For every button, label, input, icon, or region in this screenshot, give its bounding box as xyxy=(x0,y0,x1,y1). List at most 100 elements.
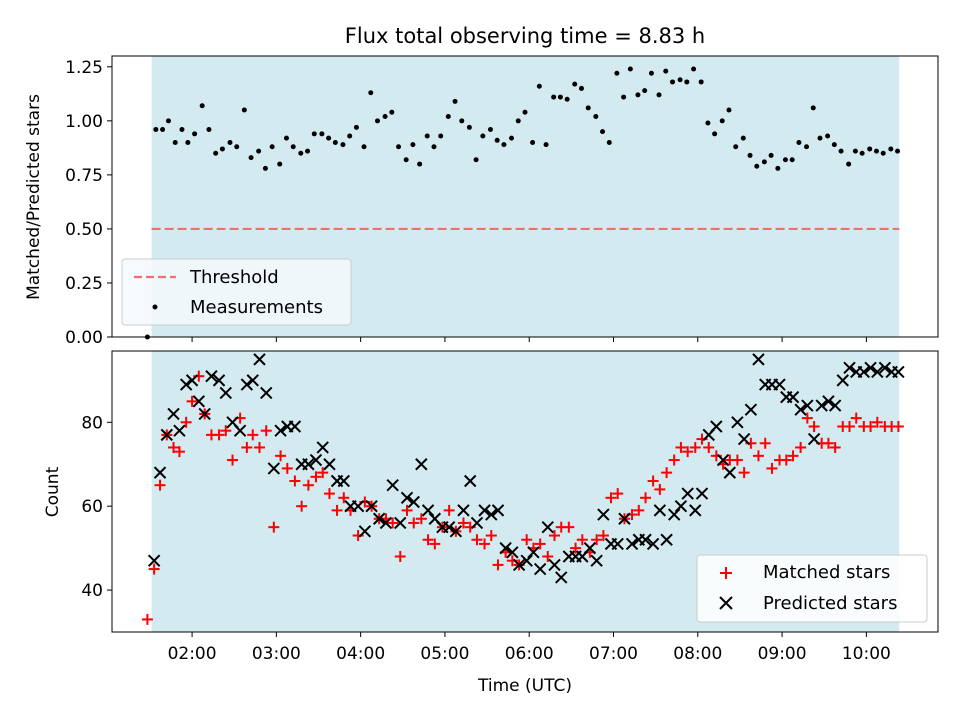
measurement-point xyxy=(775,165,781,171)
matched-point xyxy=(260,425,272,437)
predicted-point xyxy=(485,508,498,521)
measurement-point xyxy=(817,135,823,141)
predicted-point xyxy=(681,487,694,500)
measurement-point xyxy=(747,152,753,158)
matched-point xyxy=(289,475,301,487)
predicted-point xyxy=(499,541,512,555)
top-ylabel: Matched/Predicted stars xyxy=(24,94,44,300)
xtick-label: 04:00 xyxy=(336,644,385,664)
measurement-point xyxy=(248,155,254,161)
bottom-ylabel: Count xyxy=(43,466,63,517)
measurement-point xyxy=(219,146,225,152)
predicted-point xyxy=(822,395,835,408)
measurement-point xyxy=(227,139,233,145)
measurement-point xyxy=(796,139,802,145)
xtick-label: 03:00 xyxy=(252,644,301,664)
matched-point xyxy=(310,471,322,483)
measurement-point xyxy=(782,157,788,163)
xtick-label: 06:00 xyxy=(505,644,554,664)
bottom-legend-box xyxy=(696,554,928,623)
legend-threshold-label: Threshold xyxy=(189,267,279,288)
measurement-point xyxy=(311,131,317,137)
ytick-label: 80 xyxy=(81,413,103,433)
matched-point xyxy=(154,479,166,491)
measurement-point xyxy=(642,88,648,94)
predicted-point xyxy=(801,399,814,412)
predicted-point xyxy=(323,458,336,471)
ytick-label: 1.00 xyxy=(65,112,103,132)
matched-point xyxy=(521,534,533,546)
matched-point xyxy=(338,492,350,504)
measurement-point xyxy=(663,68,669,74)
matched-point xyxy=(281,462,293,474)
measurement-point xyxy=(536,83,542,89)
top-yticks: 0.00 0.25 0.50 0.75 1.00 1.25 xyxy=(65,58,112,348)
measurement-point xyxy=(670,79,675,85)
matched-point xyxy=(892,420,904,432)
measurement-point xyxy=(417,161,423,167)
xtick-label: 05:00 xyxy=(420,644,469,664)
predicted-point xyxy=(695,487,709,500)
measurement-point xyxy=(627,66,633,72)
chart-title: Flux total observing time = 8.83 h xyxy=(345,24,705,48)
measurement-point xyxy=(635,92,641,98)
measurement-point xyxy=(256,148,262,154)
measurement-point xyxy=(298,150,304,156)
matched-point xyxy=(443,504,455,516)
measurement-point xyxy=(389,109,395,115)
measurement-point xyxy=(375,118,380,124)
measurement-point xyxy=(515,118,521,124)
measurement-point xyxy=(719,118,725,124)
measurement-point xyxy=(859,150,865,156)
matched-point xyxy=(429,538,441,550)
predicted-point xyxy=(358,525,372,538)
legend-matched-label: Matched stars xyxy=(763,562,890,583)
matched-point xyxy=(549,530,560,542)
predicted-point xyxy=(786,390,800,404)
predicted-point xyxy=(857,365,871,379)
top-legend: Threshold Measurements xyxy=(121,258,352,326)
predicted-point xyxy=(892,365,905,379)
matched-point xyxy=(247,429,259,441)
matched-point xyxy=(605,492,617,504)
predicted-point xyxy=(541,520,554,534)
measurement-point xyxy=(578,85,584,91)
bottom-legend: Matched stars Predicted stars xyxy=(696,554,928,623)
predicted-point xyxy=(260,386,273,400)
matched-point xyxy=(752,450,764,462)
predicted-point xyxy=(253,353,266,366)
measurement-point xyxy=(880,150,886,156)
predicted-point xyxy=(611,537,624,551)
ytick-label: 60 xyxy=(81,497,103,517)
matched-point xyxy=(296,500,308,512)
measurement-point xyxy=(452,98,458,104)
measurement-point xyxy=(353,124,359,130)
predicted-point xyxy=(394,516,407,530)
top-plot-frame xyxy=(111,55,939,338)
matched-point xyxy=(871,416,883,428)
measurement-point xyxy=(838,148,844,154)
measurement-point xyxy=(396,144,402,150)
predicted-point xyxy=(192,395,206,408)
predicted-point xyxy=(878,361,892,374)
measurement-point xyxy=(557,94,563,100)
measurement-point xyxy=(241,107,247,113)
predicted-point xyxy=(639,533,652,546)
predicted-point xyxy=(864,361,877,374)
matched-point xyxy=(661,467,673,479)
matched-point xyxy=(633,504,645,516)
top-marks xyxy=(144,66,901,340)
matched-point xyxy=(254,441,265,453)
legend-matched-swatch xyxy=(720,567,732,579)
measurement-point xyxy=(459,118,465,124)
predicted-point xyxy=(836,374,849,387)
predicted-point xyxy=(653,504,667,517)
predicted-point xyxy=(512,558,526,572)
predicted-point xyxy=(618,512,631,525)
xtick-label: 07:00 xyxy=(589,644,638,664)
ytick-label: 1.25 xyxy=(65,58,103,78)
predicted-point xyxy=(372,512,386,525)
measurement-point xyxy=(473,157,479,163)
predicted-point xyxy=(267,462,281,475)
predicted-point xyxy=(871,365,884,379)
